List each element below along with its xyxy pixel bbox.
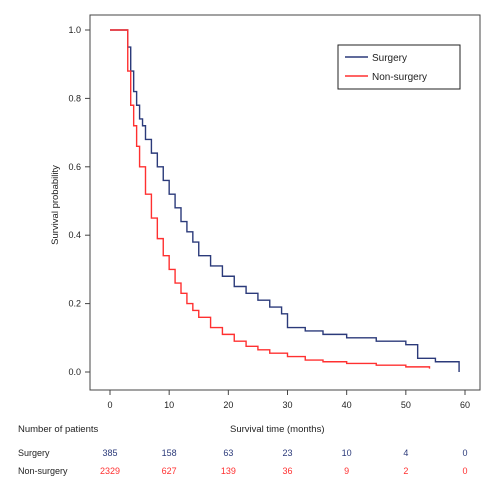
risk-count: 2 <box>403 466 408 476</box>
risk-count: 10 <box>342 448 352 458</box>
risk-count: 0 <box>462 448 467 458</box>
risk-count: 4 <box>403 448 408 458</box>
x-tick-label: 40 <box>342 400 352 410</box>
survival-curves <box>110 29 460 372</box>
legend-label-surgery: Surgery <box>372 53 407 64</box>
risk-table-title: Number of patients <box>18 424 99 435</box>
risk-count: 2329 <box>100 466 120 476</box>
risk-count: 23 <box>282 448 292 458</box>
y-tick-label: 1.0 <box>68 25 81 35</box>
legend: Surgery Non-surgery <box>337 44 461 90</box>
y-tick-label: 0.4 <box>68 230 81 240</box>
x-tick-label: 60 <box>460 400 470 410</box>
risk-table: Number of patients Survival time (months… <box>18 424 468 476</box>
x-tick-label: 30 <box>282 400 292 410</box>
risk-count: 0 <box>462 466 467 476</box>
x-axis-ticks: 0 10 20 30 40 50 60 <box>107 390 470 410</box>
legend-label-non-surgery: Non-surgery <box>372 72 427 83</box>
risk-row-label-non-surgery: Non-surgery <box>18 466 68 476</box>
risk-count: 627 <box>162 466 177 476</box>
y-tick-label: 0.6 <box>68 162 81 172</box>
risk-count: 9 <box>344 466 349 476</box>
y-tick-label: 0.8 <box>68 93 81 103</box>
y-tick-label: 0.0 <box>68 367 81 377</box>
x-tick-label: 50 <box>401 400 411 410</box>
y-axis-ticks: 0.0 0.2 0.4 0.6 0.8 1.0 <box>68 25 90 377</box>
risk-table-values: 385 158 63 23 10 4 0 2329 627 139 36 9 2 0 <box>100 448 468 476</box>
plot-frame <box>89 14 481 391</box>
x-tick-label: 10 <box>164 400 174 410</box>
survival-curve-surgery <box>110 29 460 372</box>
risk-count: 385 <box>102 448 117 458</box>
y-axis-label: Survival probability <box>50 165 61 245</box>
risk-count: 63 <box>223 448 233 458</box>
legend-box <box>337 44 461 90</box>
survival-curve-non-surgery <box>110 29 431 369</box>
risk-row-label-surgery: Surgery <box>18 448 50 458</box>
x-axis-label: Survival time (months) <box>230 424 325 435</box>
risk-count: 36 <box>282 466 292 476</box>
risk-count: 158 <box>162 448 177 458</box>
x-tick-label: 20 <box>223 400 233 410</box>
x-tick-label: 0 <box>107 400 112 410</box>
y-tick-label: 0.2 <box>68 299 81 309</box>
risk-count: 139 <box>221 466 236 476</box>
